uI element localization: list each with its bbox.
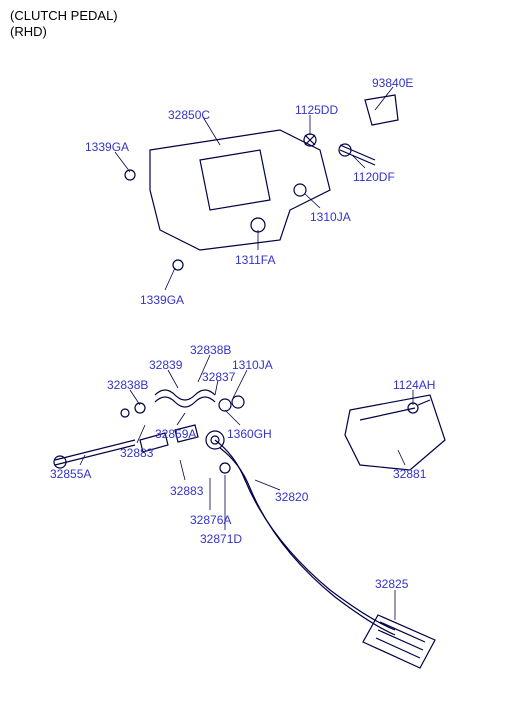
part-label-32838B: 32838B — [107, 378, 148, 392]
part-label-93840E: 93840E — [372, 76, 413, 90]
part-label-1360GH: 1360GH — [227, 427, 272, 441]
part-label-1339GA: 1339GA — [140, 293, 184, 307]
part-label-32876A: 32876A — [190, 513, 231, 527]
part-label-32883: 32883 — [120, 446, 153, 460]
part-label-1124AH: 1124AH — [393, 378, 435, 392]
part-label-32838B: 32838B — [190, 343, 231, 357]
part-label-1311FA: 1311FA — [235, 253, 275, 267]
part-label-1310JA: 1310JA — [310, 210, 351, 224]
part-label-32837: 32837 — [202, 370, 235, 384]
part-label-32825: 32825 — [375, 577, 408, 591]
part-label-1339GA: 1339GA — [85, 140, 129, 154]
part-label-1125DD: 1125DD — [295, 103, 338, 117]
part-label-32855A: 32855A — [50, 467, 91, 481]
part-label-32881: 32881 — [393, 467, 426, 481]
part-label-32883: 32883 — [170, 484, 203, 498]
part-label-32850C: 32850C — [168, 108, 210, 122]
part-label-32871D: 32871D — [200, 532, 242, 546]
part-label-1310JA: 1310JA — [232, 358, 273, 372]
part-label-32820: 32820 — [275, 490, 308, 504]
part-label-32839: 32839 — [149, 358, 182, 372]
part-label-1120DF: 1120DF — [353, 170, 395, 184]
part-label-32859A: 32859A — [155, 427, 196, 441]
